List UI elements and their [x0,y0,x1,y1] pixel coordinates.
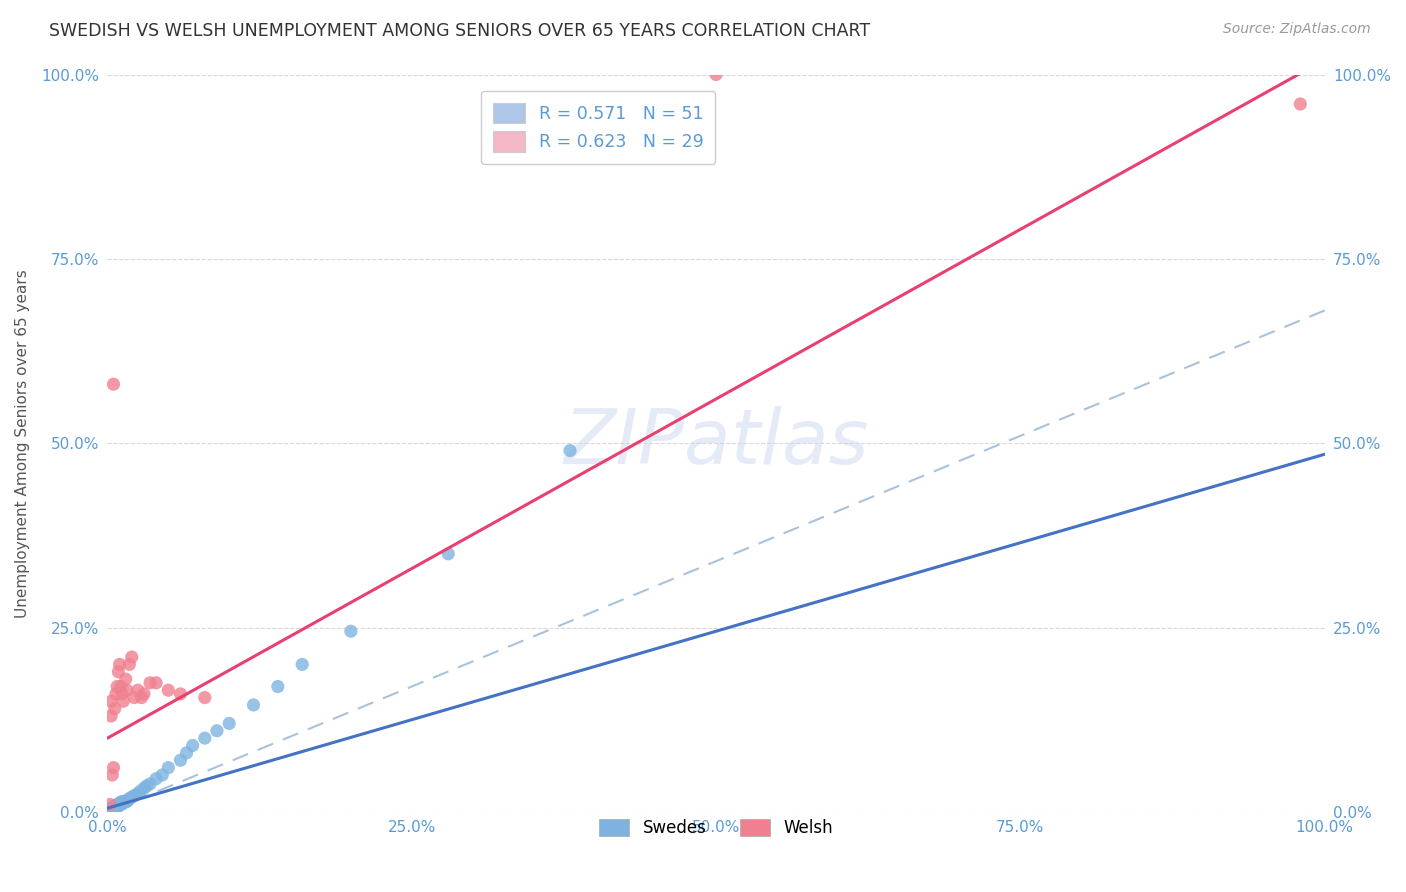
Point [98,803,121,817]
Point [100,709,122,723]
Point [176,746,198,760]
Point [121,650,143,665]
Point [108,796,131,810]
Point [98,797,121,812]
Point [104,798,127,813]
Text: SWEDISH VS WELSH UNEMPLOYMENT AMONG SENIORS OVER 65 YEARS CORRELATION CHART: SWEDISH VS WELSH UNEMPLOYMENT AMONG SENI… [49,22,870,40]
Point [108,798,131,813]
Point [132,687,155,701]
Point [98,802,121,816]
Point [107,799,129,814]
Point [157,683,180,698]
Point [104,801,127,815]
Point [129,784,152,798]
Point [704,68,727,82]
Point [107,797,129,811]
Point [112,796,135,810]
Point [139,777,162,791]
Point [169,687,191,701]
Point [117,793,139,807]
Point [103,761,125,775]
Point [97,804,120,818]
Point [100,801,122,815]
Point [437,547,460,561]
Point [101,800,124,814]
Point [340,624,363,639]
Point [132,781,155,796]
Point [267,680,290,694]
Point [127,787,149,801]
Point [1289,97,1312,112]
Point [104,800,127,814]
Point [104,799,127,814]
Point [110,797,132,812]
Point [112,694,135,708]
Point [139,676,162,690]
Point [145,772,167,786]
Point [110,680,132,694]
Point [181,739,204,753]
Legend: Swedes, Welsh: Swedes, Welsh [593,813,839,844]
Point [127,683,149,698]
Point [114,672,136,686]
Point [107,665,129,679]
Point [111,687,134,701]
Point [115,683,138,698]
Point [122,690,145,705]
Point [150,768,173,782]
Text: Source: ZipAtlas.com: Source: ZipAtlas.com [1223,22,1371,37]
Point [131,690,153,705]
Point [100,694,122,708]
Point [122,789,145,803]
Point [558,443,581,458]
Point [100,803,122,817]
Point [218,716,240,731]
Point [111,797,134,811]
Point [105,680,128,694]
Point [194,690,217,705]
Point [105,799,128,814]
Point [205,723,228,738]
Point [157,761,180,775]
Point [114,794,136,808]
Point [104,701,127,715]
Point [242,698,264,712]
Point [111,795,134,809]
Y-axis label: Unemployment Among Seniors over 65 years: Unemployment Among Seniors over 65 years [15,268,30,617]
Point [104,687,127,701]
Point [105,797,128,812]
Point [118,657,141,672]
Text: ZIPatlas: ZIPatlas [564,406,869,480]
Point [103,801,125,815]
Point [169,753,191,767]
Point [194,731,217,746]
Point [115,795,138,809]
Point [108,657,131,672]
Point [103,377,125,392]
Point [101,802,124,816]
Point [135,779,157,793]
Point [101,768,124,782]
Point [121,790,143,805]
Point [118,791,141,805]
Point [110,795,132,809]
Point [114,795,136,809]
Point [291,657,314,672]
Point [103,799,125,814]
Point [145,676,167,690]
